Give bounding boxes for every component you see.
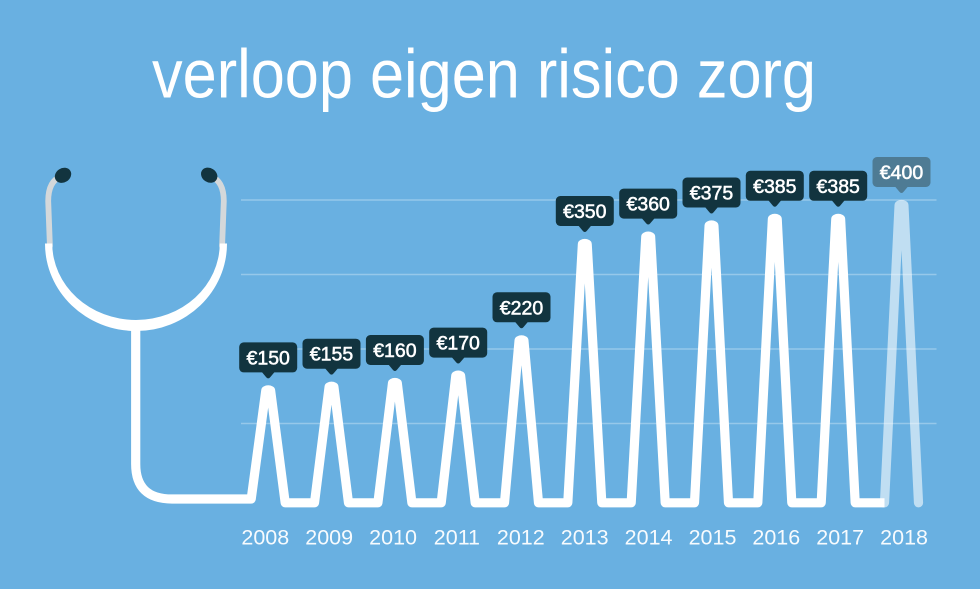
svg-text:2014: 2014 <box>625 526 673 550</box>
svg-text:2011: 2011 <box>434 526 480 550</box>
svg-text:€150: €150 <box>247 347 291 369</box>
svg-text:€170: €170 <box>437 333 481 355</box>
svg-text:2018: 2018 <box>880 526 928 550</box>
svg-text:€160: €160 <box>373 340 417 362</box>
svg-text:€360: €360 <box>627 194 671 216</box>
svg-text:€220: €220 <box>500 297 544 319</box>
svg-text:€400: €400 <box>880 162 924 184</box>
svg-text:2010: 2010 <box>369 526 417 550</box>
svg-text:€375: €375 <box>690 183 734 205</box>
svg-text:2012: 2012 <box>497 526 545 550</box>
svg-text:€385: €385 <box>753 176 797 198</box>
svg-text:€385: €385 <box>817 176 861 198</box>
svg-text:2013: 2013 <box>561 526 609 550</box>
svg-text:€350: €350 <box>563 201 607 223</box>
svg-text:2015: 2015 <box>689 526 737 550</box>
svg-text:verloop eigen risico zorg: verloop eigen risico zorg <box>152 35 816 112</box>
svg-text:€155: €155 <box>310 344 354 366</box>
svg-text:2017: 2017 <box>816 526 864 550</box>
svg-text:2009: 2009 <box>305 526 353 550</box>
svg-text:2016: 2016 <box>752 526 800 550</box>
svg-text:2008: 2008 <box>241 526 289 550</box>
